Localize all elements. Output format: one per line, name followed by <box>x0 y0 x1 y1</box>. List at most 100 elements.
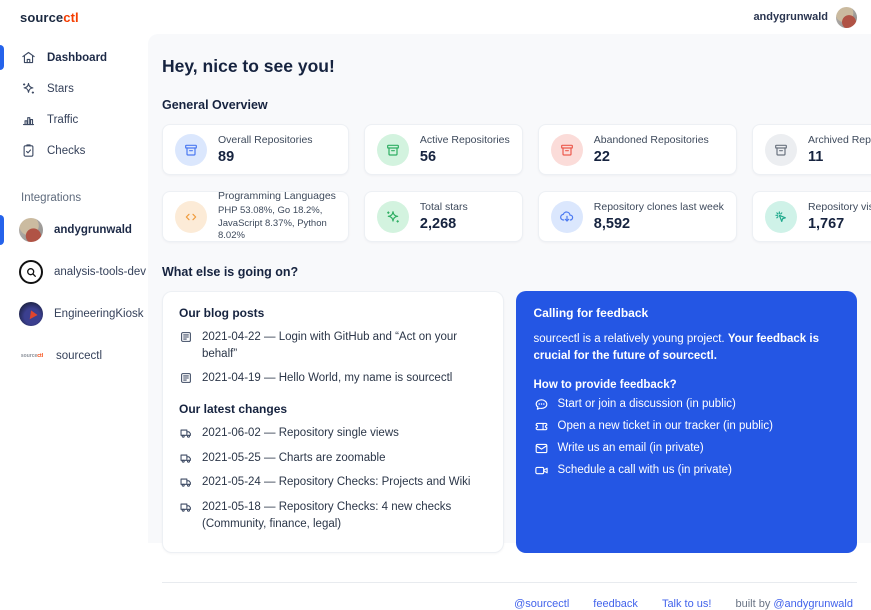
code-icon <box>175 200 207 233</box>
stat-value: 89 <box>218 149 235 165</box>
sidebar-item-traffic[interactable]: Traffic <box>0 104 148 135</box>
stat-card-repository-clones[interactable]: Repository clones last week 8,592 <box>537 191 737 242</box>
home-icon <box>21 50 36 65</box>
footer-link-talk-to-us[interactable]: Talk to us! <box>661 598 712 610</box>
sidebar-item-checks[interactable]: Checks <box>0 135 148 166</box>
cloud-download-icon <box>550 200 583 233</box>
archive-icon <box>376 133 409 166</box>
latest-changes-title: Our latest changes <box>179 402 288 417</box>
integration-sourcectl[interactable]: sourcectl sourcectl <box>0 338 148 374</box>
newspaper-icon <box>179 330 193 344</box>
kiosk-logo-icon <box>19 302 43 326</box>
blog-post-link[interactable]: 2021-04-19 — Hello World, my name is sou… <box>179 370 487 387</box>
footer-link-feedback[interactable]: feedback <box>593 598 638 610</box>
archive-icon <box>550 133 583 166</box>
topbar: sourcectl andygrunwald <box>0 0 871 34</box>
stat-value: 1,767 <box>807 216 845 232</box>
stat-label: Total stars <box>419 201 468 213</box>
stat-label: Repository clones last week <box>593 201 724 213</box>
feedback-intro: sourcectl is a relatively young project.… <box>533 333 820 363</box>
sidebar-item-label: Stars <box>47 82 74 95</box>
integrations-section-label: Integrations <box>21 192 82 204</box>
integration-label: sourcectl <box>56 350 103 362</box>
sidebar-item-label: Dashboard <box>47 51 108 64</box>
truck-icon <box>179 500 193 514</box>
integration-engineeringkiosk[interactable]: EngineeringKiosk <box>0 296 148 332</box>
feedback-option-label: Start or join a discussion (in public) <box>557 398 736 410</box>
stat-card-abandoned-repositories[interactable]: Abandoned Repositories 22 <box>537 124 737 175</box>
stat-card-total-stars[interactable]: Total stars 2,268 <box>363 191 523 242</box>
stat-card-archived-repositories[interactable]: Archived Repositories 11 <box>751 124 871 175</box>
blog-post-text: 2021-04-19 — Hello World, my name is sou… <box>202 372 453 385</box>
sparkle-icon <box>376 200 409 233</box>
feedback-option-label: Schedule a call with us (in private) <box>557 464 733 476</box>
stat-value: 11 <box>807 149 824 165</box>
active-indicator <box>0 45 4 70</box>
stat-card-active-repositories[interactable]: Active Repositories 56 <box>363 124 523 175</box>
user-avatar[interactable] <box>836 6 857 28</box>
integration-label: EngineeringKiosk <box>54 308 144 320</box>
change-item[interactable]: 2021-05-25 — Charts are zoomable <box>179 450 487 467</box>
stat-card-programming-languages[interactable]: Programming Languages PHP 53.08%, Go 18.… <box>162 189 349 242</box>
integration-avatar <box>19 218 43 242</box>
sidebar: Dashboard Stars Traffic Checks Integrati… <box>0 34 148 543</box>
sparkle-icon <box>21 81 36 96</box>
footer-link-andygrunwald[interactable]: @andygrunwald <box>773 598 853 610</box>
change-item[interactable]: 2021-06-02 — Repository single views <box>179 425 487 442</box>
footer: @sourcectl feedback Talk to us! built by… <box>162 583 857 610</box>
news-panel: Our blog posts 2021-04-22 — Login with G… <box>162 291 504 554</box>
change-text: 2021-05-24 — Repository Checks: Projects… <box>202 476 471 489</box>
email-icon <box>534 441 549 456</box>
change-item[interactable]: 2021-05-18 — Repository Checks: 4 new ch… <box>179 499 487 532</box>
truck-icon <box>179 475 193 489</box>
truck-icon <box>179 426 193 440</box>
sourcectl-wordmark-icon: sourcectl <box>20 352 44 359</box>
stat-label: Active Repositories <box>419 134 510 146</box>
feedback-option-discussion[interactable]: Start or join a discussion (in public) <box>534 397 840 412</box>
lower-columns: Our blog posts 2021-04-22 — Login with G… <box>162 291 857 554</box>
app-logo[interactable]: sourcectl <box>20 10 79 25</box>
newspaper-icon <box>179 371 193 385</box>
truck-icon <box>179 451 193 465</box>
built-by-text: built by @andygrunwald <box>735 598 853 610</box>
logo-text-main: source <box>20 9 64 25</box>
integration-label: andygrunwald <box>54 224 132 236</box>
username-label: andygrunwald <box>753 11 828 23</box>
archive-icon <box>764 133 797 166</box>
change-text: 2021-05-18 — Repository Checks: 4 new ch… <box>202 501 452 530</box>
footer-link-sourcectl[interactable]: @sourcectl <box>514 598 570 610</box>
video-call-icon <box>534 463 549 478</box>
integration-andygrunwald[interactable]: andygrunwald <box>0 212 148 248</box>
user-menu[interactable]: andygrunwald <box>753 6 857 28</box>
bar-chart-icon <box>21 112 36 127</box>
greeting-heading: Hey, nice to see you! <box>162 56 335 76</box>
integration-analysis-tools-dev[interactable]: analysis-tools-dev <box>0 254 148 290</box>
stat-card-repository-visits[interactable]: Repository visits last week 1,767 <box>751 191 871 242</box>
blog-post-link[interactable]: 2021-04-22 — Login with GitHub and “Act … <box>179 329 487 362</box>
cursor-click-icon <box>764 200 797 233</box>
feedback-option-email[interactable]: Write us an email (in private) <box>534 441 840 456</box>
feedback-option-ticket[interactable]: Open a new ticket in our tracker (in pub… <box>534 419 840 434</box>
feedback-option-label: Write us an email (in private) <box>557 442 704 454</box>
stat-card-overall-repositories[interactable]: Overall Repositories 89 <box>162 124 349 175</box>
stat-value: 56 <box>419 149 437 165</box>
sidebar-item-dashboard[interactable]: Dashboard <box>0 42 148 73</box>
change-text: 2021-06-02 — Repository single views <box>202 427 399 440</box>
overview-section-title: General Overview <box>162 98 268 112</box>
change-text: 2021-05-25 — Charts are zoomable <box>202 451 386 464</box>
blog-post-text: 2021-04-22 — Login with GitHub and “Act … <box>202 331 458 360</box>
magnifier-logo-icon <box>19 260 43 284</box>
stat-label: Repository visits last week <box>807 201 871 213</box>
blog-posts-title: Our blog posts <box>179 306 265 320</box>
active-indicator <box>0 215 4 245</box>
feedback-option-call[interactable]: Schedule a call with us (in private) <box>534 463 840 478</box>
stat-value: 8,592 <box>593 216 631 232</box>
change-item[interactable]: 2021-05-24 — Repository Checks: Projects… <box>179 474 487 491</box>
integration-label: analysis-tools-dev <box>54 266 147 278</box>
sidebar-item-label: Checks <box>47 144 86 157</box>
sidebar-item-stars[interactable]: Stars <box>0 73 148 104</box>
stat-value: 22 <box>593 149 610 165</box>
feedback-panel: Calling for feedback sourcectl is a rela… <box>515 291 857 554</box>
discussion-icon <box>534 397 549 412</box>
stat-label: Programming Languages <box>218 189 336 202</box>
